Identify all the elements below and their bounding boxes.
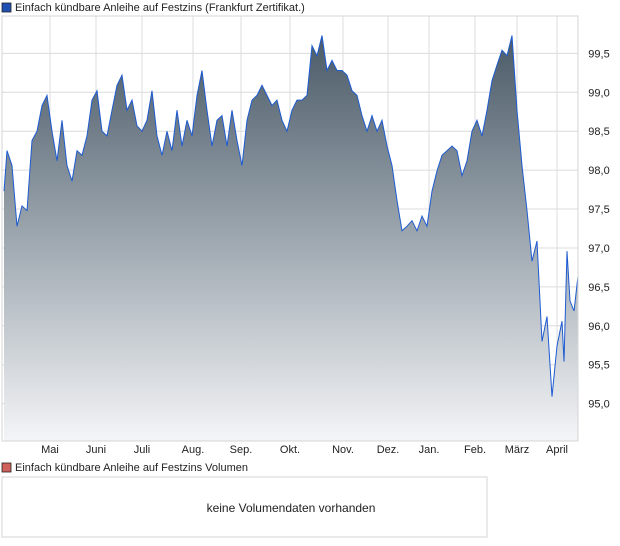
y-tick-label: 95,0 bbox=[588, 399, 609, 411]
y-tick-label: 99,0 bbox=[588, 87, 609, 99]
x-tick-label: Okt. bbox=[280, 444, 300, 456]
x-tick-label: Sep. bbox=[230, 444, 253, 456]
y-tick-label: 98,5 bbox=[588, 126, 609, 138]
price-legend-swatch bbox=[1, 2, 12, 13]
x-tick-label: April bbox=[546, 444, 568, 456]
x-tick-label: Nov. bbox=[332, 444, 354, 456]
y-tick-label: 96,0 bbox=[588, 321, 609, 333]
x-tick-label: Feb. bbox=[464, 444, 486, 456]
y-tick-label: 96,5 bbox=[588, 282, 609, 294]
plot-frame bbox=[1, 15, 579, 442]
volume-panel bbox=[1, 476, 488, 538]
x-tick-label: Mai bbox=[41, 444, 59, 456]
x-tick-label: Aug. bbox=[182, 444, 205, 456]
y-tick-label: 97,0 bbox=[588, 243, 609, 255]
price-area bbox=[4, 35, 578, 441]
volume-legend-label: Einfach kündbare Anleihe auf Festzins Vo… bbox=[15, 462, 248, 474]
x-tick-label: März bbox=[505, 444, 529, 456]
price-legend-label: Einfach kündbare Anleihe auf Festzins (F… bbox=[15, 2, 305, 14]
x-tick-label: Dez. bbox=[377, 444, 400, 456]
y-tick-label: 99,5 bbox=[588, 48, 609, 60]
price-line bbox=[3, 35, 579, 397]
volume-empty-message: keine Volumendaten vorhanden bbox=[207, 501, 376, 515]
y-tick-label: 95,5 bbox=[588, 360, 609, 372]
x-tick-label: Jan. bbox=[419, 444, 440, 456]
y-tick-label: 98,0 bbox=[588, 165, 609, 177]
x-tick-label: Juni bbox=[86, 444, 106, 456]
volume-legend-swatch bbox=[1, 462, 12, 473]
y-tick-label: 97,5 bbox=[588, 204, 609, 216]
x-tick-label: Juli bbox=[134, 444, 151, 456]
